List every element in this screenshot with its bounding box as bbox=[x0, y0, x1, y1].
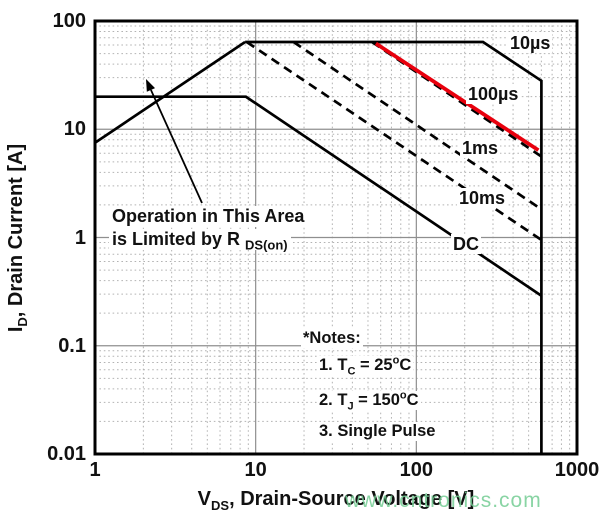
x-tick-label-10: 10 bbox=[244, 459, 267, 481]
curve-label-10us: 10µs bbox=[508, 33, 553, 53]
x-tick-label-1: 1 bbox=[89, 459, 101, 481]
curve-label-1ms: 1ms bbox=[460, 138, 501, 158]
curve-label-100us: 100µs bbox=[466, 84, 521, 104]
x-title-symbol: V bbox=[197, 488, 212, 510]
curve-rdson-limit-line bbox=[94, 40, 246, 144]
y-title-text: , Drain Current [A] bbox=[5, 143, 27, 318]
annotation-arrowhead bbox=[146, 79, 156, 92]
plot-border bbox=[93, 19, 579, 456]
curve-label-10ms: 10ms bbox=[457, 188, 508, 208]
y-tick-label-0.1: 0.1 bbox=[58, 334, 86, 357]
x-tick-label-1000: 1000 bbox=[554, 459, 600, 481]
curve-dc bbox=[95, 95, 543, 297]
notes-header: *Notes: bbox=[301, 329, 363, 348]
curve-label-dc: DC bbox=[451, 234, 481, 254]
curve-1ms bbox=[292, 40, 543, 211]
x-tick-label-100: 100 bbox=[399, 459, 434, 481]
x-axis-title: VDS, Drain-Source Voltage [V] bbox=[197, 488, 475, 513]
curve-100us-highlight bbox=[374, 41, 540, 152]
y-tick-label-10: 10 bbox=[63, 118, 86, 141]
y-tick-label-100: 100 bbox=[52, 10, 86, 32]
note-item-3: 3. Single Pulse bbox=[317, 422, 438, 441]
curve-10us bbox=[245, 40, 543, 454]
annotation-subscript: DS(on) bbox=[245, 237, 288, 253]
y-title-symbol: I bbox=[5, 326, 27, 333]
y-axis-title: ID, Drain Current [A] bbox=[5, 18, 30, 458]
x-title-subscript: DS bbox=[211, 498, 230, 513]
note-item-1: 1. TC = 25oC bbox=[317, 354, 414, 378]
y-tick-label-1: 1 bbox=[74, 226, 86, 249]
annotation-line-2: is Limited by R DS(on) bbox=[109, 229, 291, 253]
x-title-text: , Drain-Source Voltage [V] bbox=[229, 488, 475, 510]
annotation-line-1: Operation in This Area bbox=[109, 206, 308, 227]
annotation-arrow-line bbox=[150, 89, 203, 204]
note-item-2: 2. TJ = 150oC bbox=[317, 389, 421, 413]
y-tick-label-0.01: 0.01 bbox=[47, 443, 86, 465]
watermark-text: www.cntronics.com bbox=[345, 489, 542, 512]
y-title-subscript: D bbox=[15, 317, 30, 327]
